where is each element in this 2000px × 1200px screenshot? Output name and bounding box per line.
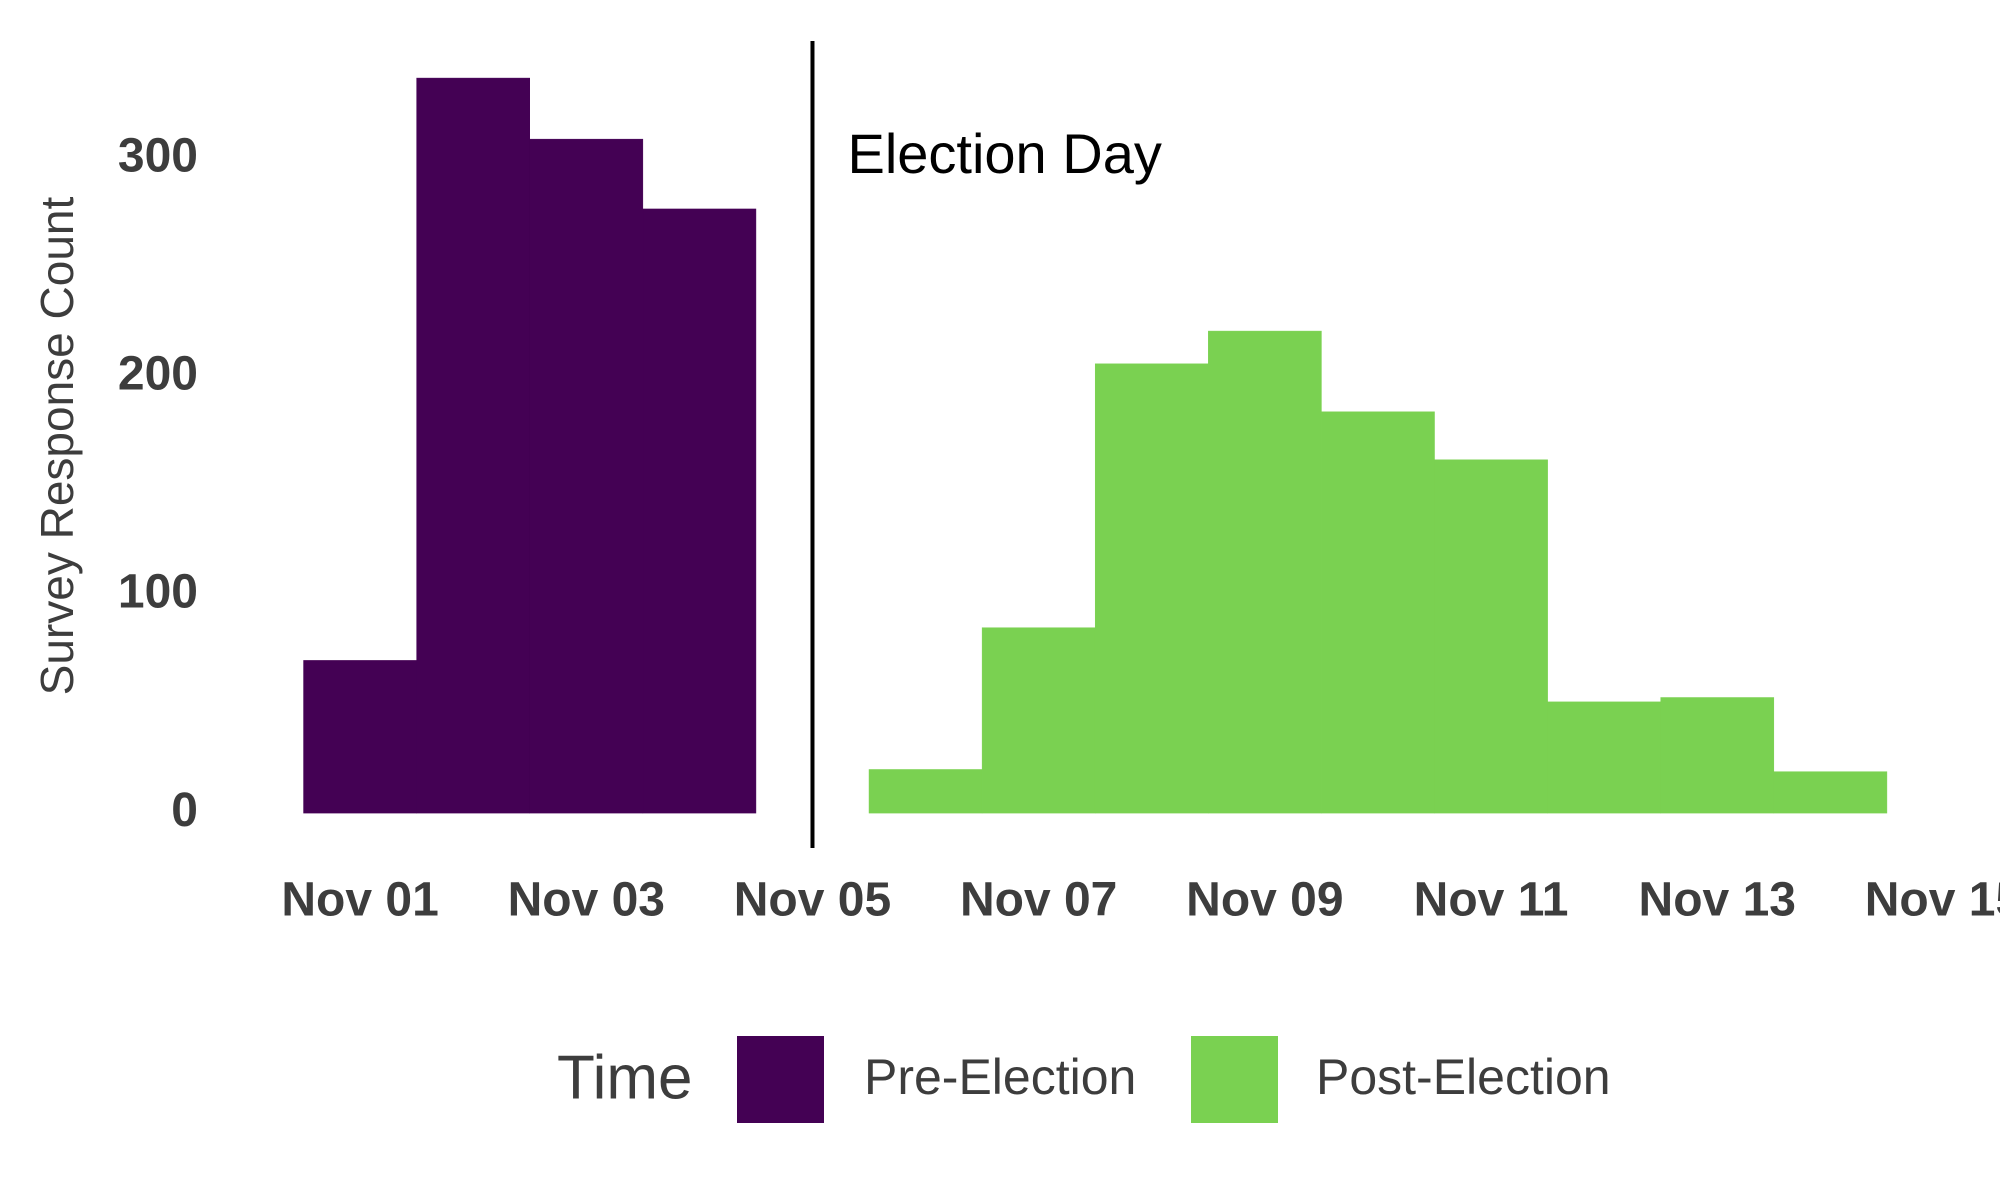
histogram-bar (1321, 411, 1435, 814)
histogram-bar (642, 208, 757, 814)
legend-swatch (1191, 1036, 1278, 1123)
histogram-bar (868, 769, 983, 814)
histogram-bar (981, 627, 1096, 814)
x-tick-label: Nov 07 (960, 874, 1117, 927)
y-axis-label: Survey Response Count (31, 196, 83, 695)
y-tick-label: 300 (118, 129, 198, 182)
histogram-bar (1208, 330, 1322, 814)
legend-swatch (737, 1036, 824, 1123)
histogram-bar (1547, 701, 1661, 814)
x-tick-label: Nov 15 (1865, 874, 2000, 927)
x-tick-label: Nov 01 (281, 874, 438, 927)
histogram-bar (416, 77, 530, 814)
y-tick-label: 100 (118, 566, 198, 619)
histogram-bar (1773, 771, 1888, 814)
y-tick-label: 0 (171, 784, 198, 837)
x-tick-label: Nov 11 (1414, 874, 1569, 927)
x-tick-label: Nov 13 (1639, 874, 1796, 927)
histogram-bar (303, 660, 417, 814)
histogram-bar (1660, 697, 1775, 814)
x-tick-label: Nov 03 (508, 874, 665, 927)
legend-title: Time (557, 1043, 692, 1112)
histogram-bar (529, 138, 644, 814)
x-tick-label: Nov 05 (734, 874, 891, 927)
histogram-bar (1094, 363, 1209, 814)
annotation-label: Election Day (847, 122, 1161, 185)
histogram-bar (1434, 459, 1548, 814)
x-tick-label: Nov 09 (1186, 874, 1343, 927)
legend-label: Post-Election (1316, 1049, 1611, 1105)
y-tick-label: 200 (118, 348, 198, 401)
legend-label: Pre-Election (864, 1049, 1136, 1105)
